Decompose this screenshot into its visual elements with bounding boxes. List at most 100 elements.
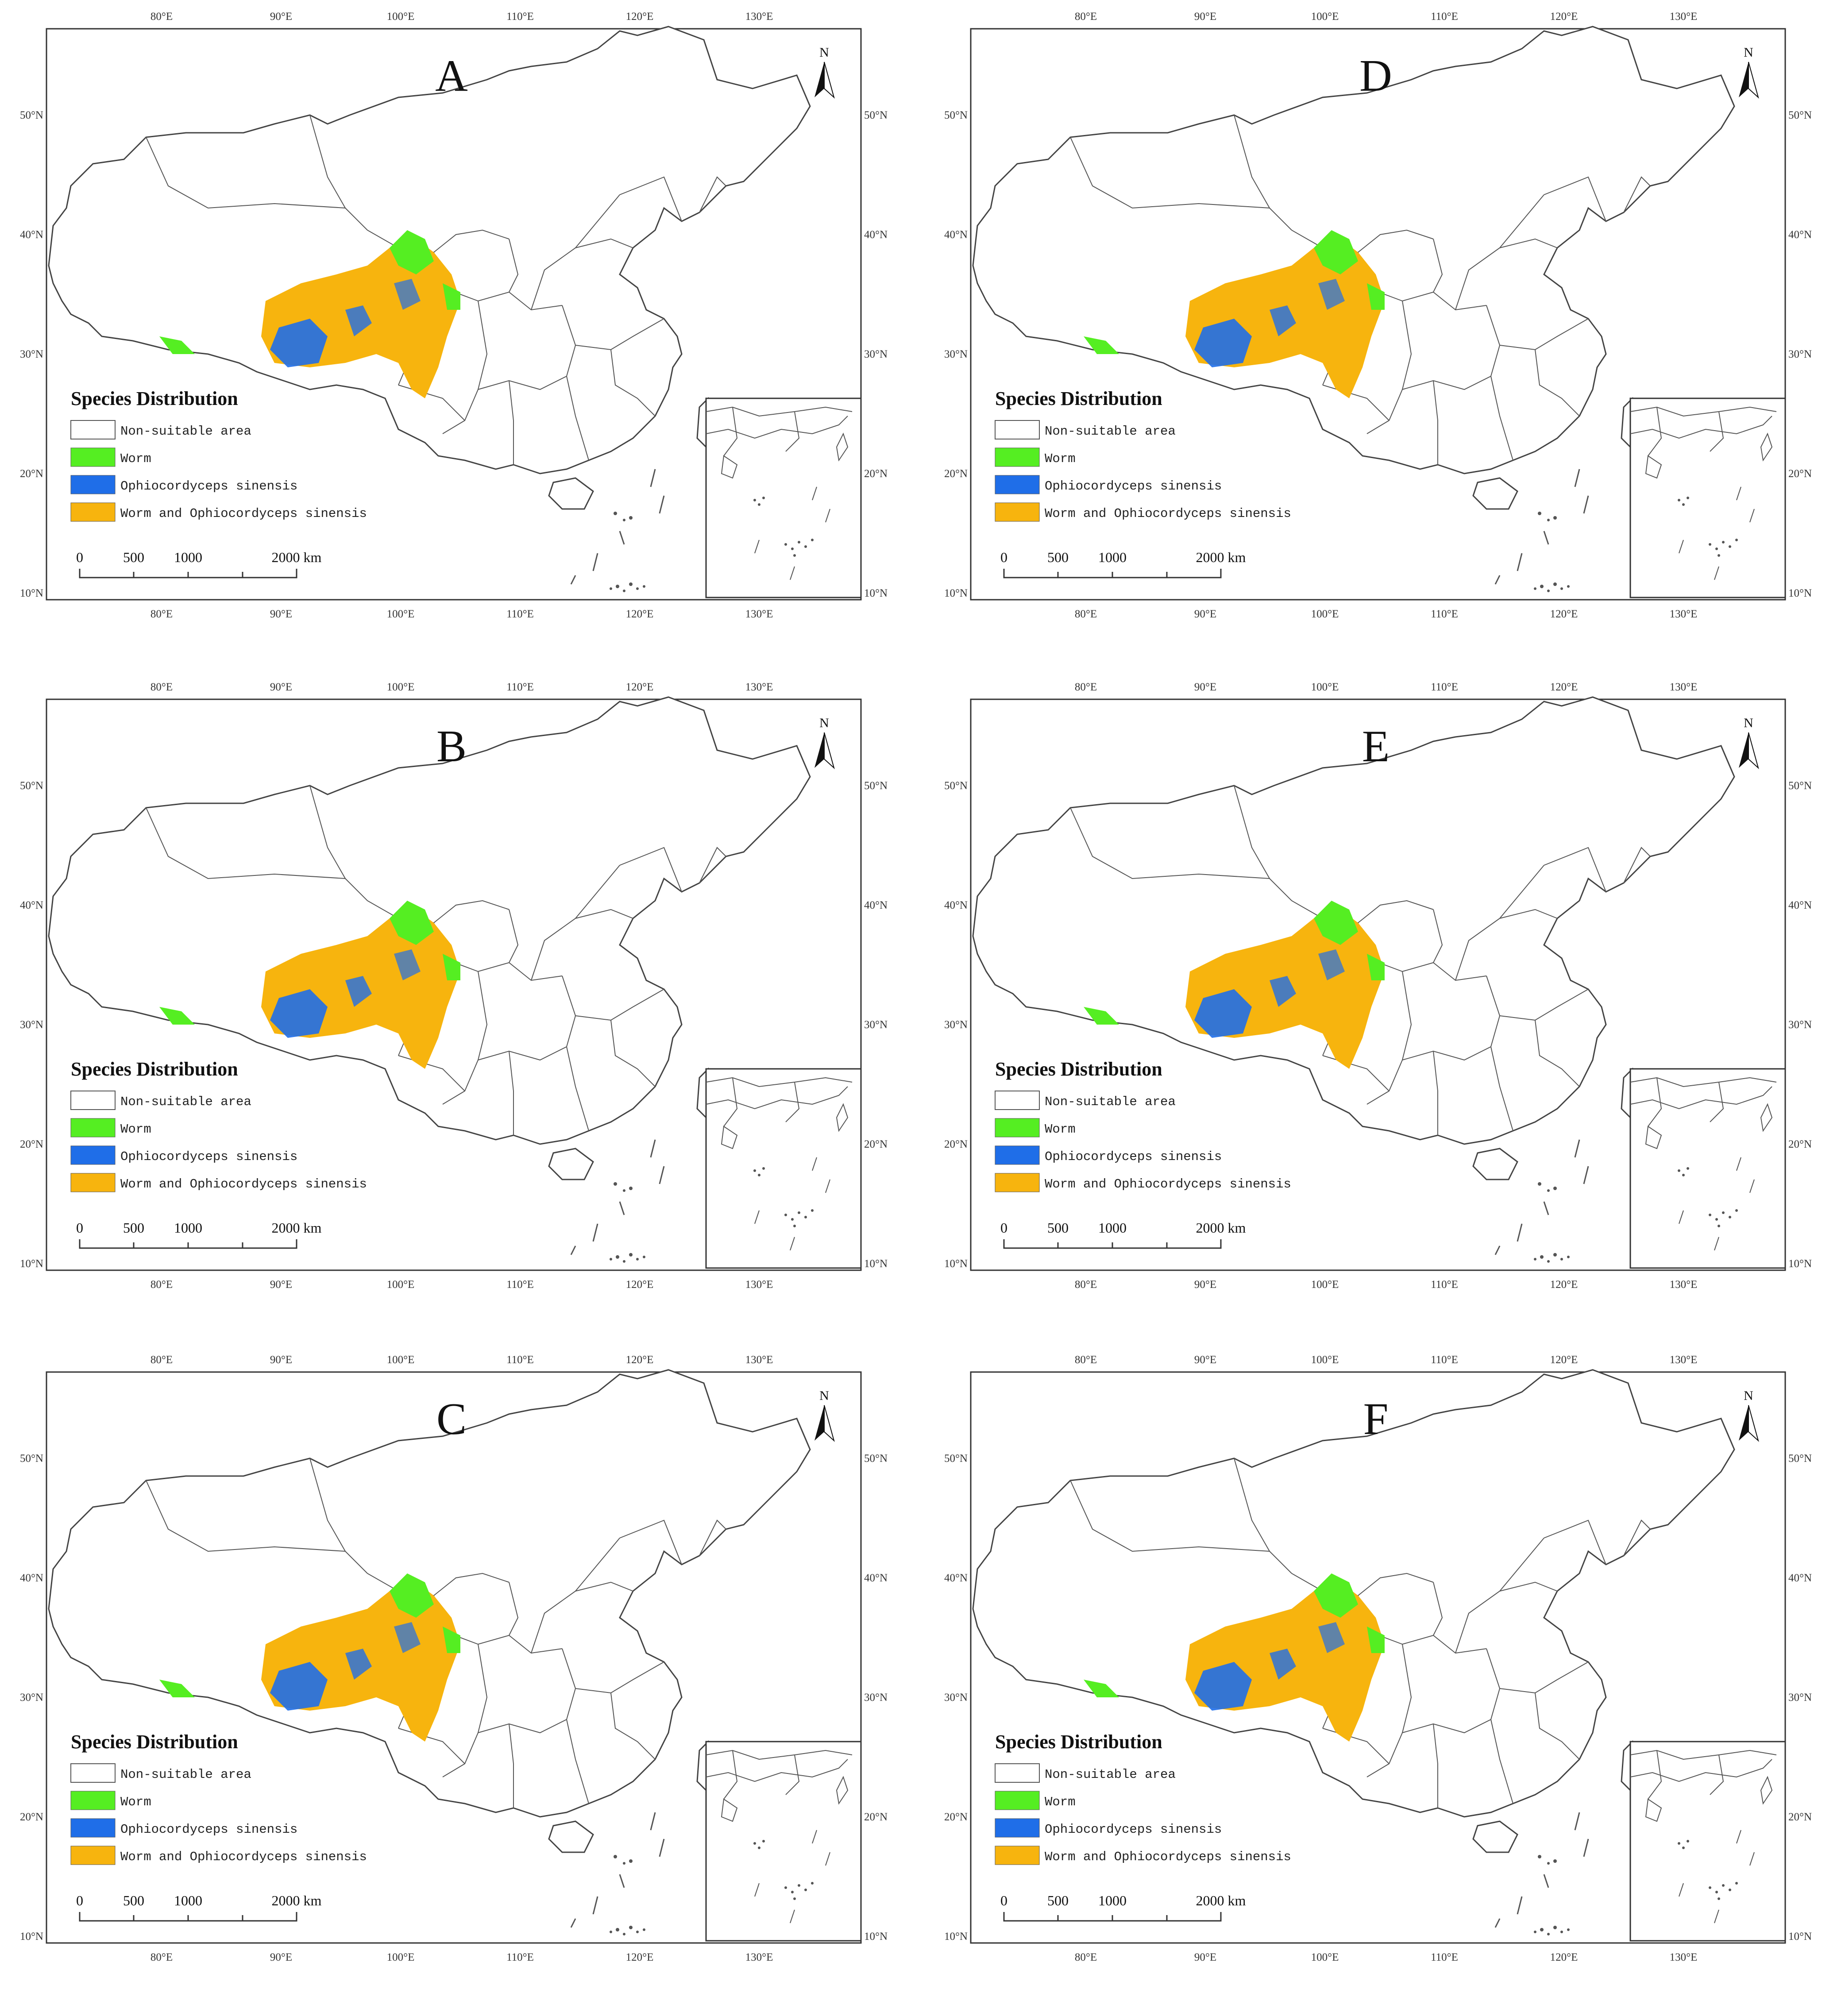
north-label: N [819,45,829,60]
lat-ticks-right: 50°N 40°N 30°N 20°N 10°N [864,1453,888,1943]
lat-tick: 20°N [864,1811,888,1823]
legend-label-non-suitable: Non-suitable area [120,1095,251,1109]
legend: Species Distribution Non-suitable area W… [995,1058,1291,1192]
legend-swatch-ophiocordyceps [995,1818,1040,1838]
distribution-overlay [159,230,460,398]
legend-swatch-non-suitable [995,420,1040,439]
lat-tick: 40°N [944,229,968,241]
distribution-overlay [159,1573,460,1742]
lat-tick: 10°N [944,1931,968,1943]
lon-tick: 100°E [1311,1279,1339,1291]
legend-swatch-worm [995,1118,1040,1137]
lon-tick: 90°E [1194,681,1216,693]
lon-tick: 80°E [151,1354,173,1366]
panel-label: C [436,1394,467,1444]
lat-tick: 10°N [944,587,968,599]
inset-map [1629,397,1786,598]
legend-title: Species Distribution [995,388,1162,409]
lat-tick: 10°N [1788,1931,1812,1943]
map-panel-svg: 80°E 90°E 100°E 110°E 120°E 130°E 80°E 9… [20,11,888,620]
lat-ticks-right: 50°N 40°N 30°N 20°N 10°N [1788,109,1812,599]
lat-tick: 10°N [20,1258,43,1270]
lon-tick: 100°E [1311,11,1339,23]
lon-tick: 90°E [270,1951,292,1963]
inset-map [1629,1741,1786,1942]
lon-tick: 130°E [1670,681,1698,693]
legend-swatch-ophiocordyceps [995,1145,1040,1165]
legend-title: Species Distribution [995,1058,1162,1080]
lat-tick: 30°N [864,348,888,360]
legend-label-ophiocordyceps: Ophiocordyceps sinensis [120,479,297,493]
scale-label: 500 [1047,1220,1069,1236]
legend-swatch-both [995,1173,1040,1192]
scale-label: 1000 [1098,549,1127,565]
scale-label: 2000 km [1196,1220,1246,1236]
scale-label: 0 [1000,549,1007,565]
lon-tick: 130°E [1670,1279,1698,1291]
lon-tick: 130°E [745,11,773,23]
legend-swatch-non-suitable [70,420,116,439]
map-panel: 80°E 90°E 100°E 110°E 120°E 130°E 80°E 9… [924,671,1845,1343]
lon-tick: 90°E [270,1354,292,1366]
lon-tick: 120°E [626,1354,654,1366]
panel-label: F [1363,1394,1389,1444]
lon-tick: 120°E [1550,681,1578,693]
legend-label-worm: Worm [1045,1795,1076,1809]
legend-swatch-worm [995,1791,1040,1810]
lon-tick: 100°E [387,1951,415,1963]
lon-ticks-bottom: 80°E 90°E 100°E 110°E 120°E 130°E [151,1951,773,1963]
lon-ticks-bottom: 80°E 90°E 100°E 110°E 120°E 130°E [1075,608,1698,620]
lat-ticks-right: 50°N 40°N 30°N 20°N 10°N [864,780,888,1270]
scale-label: 500 [123,549,144,565]
lon-tick: 100°E [387,608,415,620]
lon-tick: 100°E [1311,1951,1339,1963]
legend-swatch-both [995,1846,1040,1865]
lat-ticks-left: 50°N 40°N 30°N 20°N 10°N [944,1453,968,1943]
north-label: N [1744,1388,1753,1403]
legend-swatch-both [995,502,1040,522]
lat-ticks-left: 50°N 40°N 30°N 20°N 10°N [944,109,968,599]
inset-map [705,397,862,598]
lon-tick: 100°E [1311,1354,1339,1366]
map-panel: 80°E 90°E 100°E 110°E 120°E 130°E 80°E 9… [0,0,921,673]
lat-tick: 50°N [864,1453,888,1465]
legend-label-both: Worm and Ophiocordyceps sinensis [1045,1177,1291,1191]
scale-label: 500 [123,1220,144,1236]
legend: Species Distribution Non-suitable area W… [70,1731,367,1865]
lon-tick: 110°E [1431,1951,1458,1963]
lat-ticks-left: 50°N 40°N 30°N 20°N 10°N [20,780,43,1270]
legend: Species Distribution Non-suitable area W… [70,1058,367,1192]
legend-swatch-ophiocordyceps [995,475,1040,494]
lat-tick: 50°N [20,780,43,792]
lon-tick: 120°E [1550,1354,1578,1366]
scale-bar-line [1003,1239,1222,1249]
map-panel: 80°E 90°E 100°E 110°E 120°E 130°E 80°E 9… [924,0,1845,673]
lat-tick: 50°N [1788,109,1812,121]
lon-tick: 80°E [151,608,173,620]
north-arrow-icon: N [1739,1388,1759,1442]
lon-tick: 130°E [1670,608,1698,620]
lat-tick: 40°N [944,1572,968,1584]
lon-ticks-top: 80°E 90°E 100°E 110°E 120°E 130°E [1075,11,1698,23]
lat-tick: 50°N [20,109,43,121]
lat-tick: 30°N [944,348,968,360]
lon-ticks-top: 80°E 90°E 100°E 110°E 120°E 130°E [151,11,773,23]
map-panel: 80°E 90°E 100°E 110°E 120°E 130°E 80°E 9… [0,1343,921,2016]
lon-tick: 130°E [745,608,773,620]
scale-label: 1000 [174,549,202,565]
lon-ticks-top: 80°E 90°E 100°E 110°E 120°E 130°E [1075,1354,1698,1366]
lon-tick: 120°E [626,11,654,23]
distribution-overlay [1084,1573,1385,1742]
lon-tick: 110°E [506,681,534,693]
lon-tick: 130°E [1670,1951,1698,1963]
lat-tick: 50°N [944,109,968,121]
legend-label-worm: Worm [120,451,151,466]
legend-swatch-non-suitable [995,1091,1040,1110]
lon-tick: 130°E [1670,11,1698,23]
lat-tick: 30°N [20,1019,43,1031]
legend-title: Species Distribution [995,1731,1162,1753]
lon-tick: 80°E [1075,1951,1097,1963]
legend-label-both: Worm and Ophiocordyceps sinensis [1045,1850,1291,1864]
scale-label: 0 [1000,1220,1007,1236]
lat-tick: 20°N [864,1138,888,1150]
